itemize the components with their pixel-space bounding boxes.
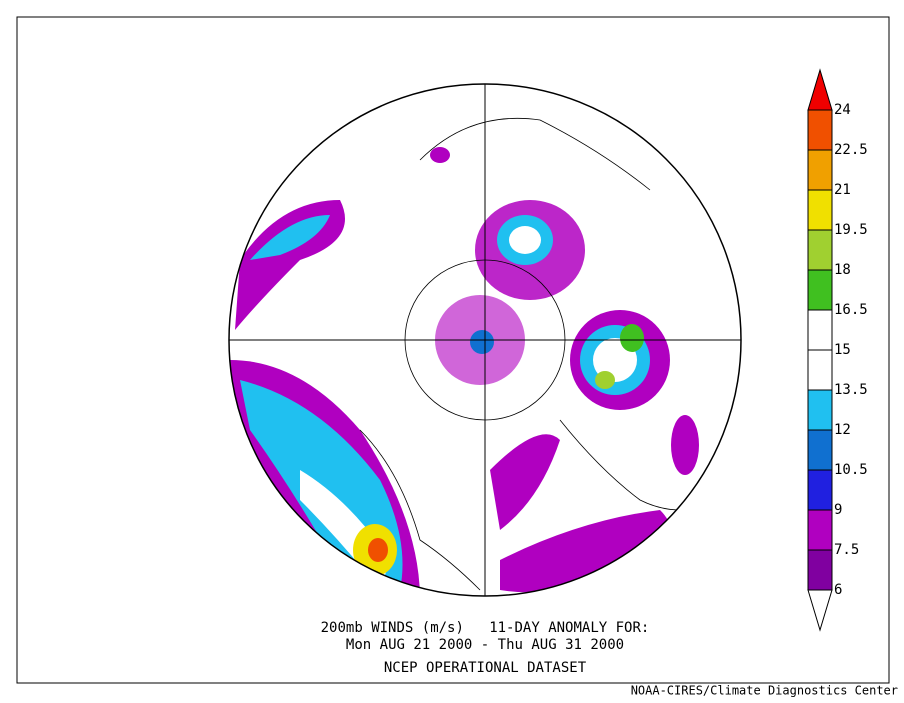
colorbar-box xyxy=(807,229,833,271)
colorbar-below xyxy=(807,589,833,632)
anomaly-region xyxy=(671,415,699,475)
colorbar-box xyxy=(807,269,833,311)
anomaly-region xyxy=(368,538,388,562)
colorbar-label: 12 xyxy=(834,422,851,438)
colorbar-label: 22.5 xyxy=(834,142,868,158)
colorbar-label: 9 xyxy=(834,502,842,518)
colorbar-label: 18 xyxy=(834,262,851,278)
colorbar: 24 22.5 21 19.5 18 16.5 15 13.5 12 10.5 9 7.5 6 xyxy=(807,68,868,632)
colorbar-box xyxy=(807,469,833,511)
colorbar-box xyxy=(807,509,833,551)
colorbar-label: 21 xyxy=(834,182,851,198)
colorbar-box xyxy=(807,389,833,431)
colorbar-box xyxy=(807,309,833,351)
title-line: Mon AUG 21 2000 - Thu AUG 31 2000 xyxy=(346,637,624,653)
colorbar-label: 15 xyxy=(834,342,851,358)
colorbar-label: 24 xyxy=(834,102,851,118)
title-line: 200mb WINDS (m/s) 11-DAY ANOMALY FOR: xyxy=(321,620,650,636)
anomaly-region xyxy=(595,371,615,389)
dataset-label: NCEP OPERATIONAL DATASET xyxy=(384,660,587,676)
colorbar-box xyxy=(807,549,833,591)
anomaly-region xyxy=(509,226,541,254)
anomaly-region xyxy=(430,147,450,163)
anomaly-region xyxy=(250,215,330,260)
colorbar-label: 13.5 xyxy=(834,382,868,398)
colorbar-box xyxy=(807,149,833,191)
anomaly-region xyxy=(620,324,644,352)
colorbar-label: 19.5 xyxy=(834,222,868,238)
colorbar-label: 7.5 xyxy=(834,542,859,558)
colorbar-box xyxy=(807,189,833,231)
anomaly-region xyxy=(490,434,560,530)
colorbar-box xyxy=(807,349,833,391)
colorbar-label: 10.5 xyxy=(834,462,868,478)
colorbar-box xyxy=(807,429,833,471)
colorbar-label: 16.5 xyxy=(834,302,868,318)
colorbar-label: 6 xyxy=(834,582,842,598)
anomaly-region xyxy=(470,330,494,354)
colorbar-box xyxy=(807,109,833,151)
credit: NOAA-CIRES/Climate Diagnostics Center xyxy=(631,684,898,698)
